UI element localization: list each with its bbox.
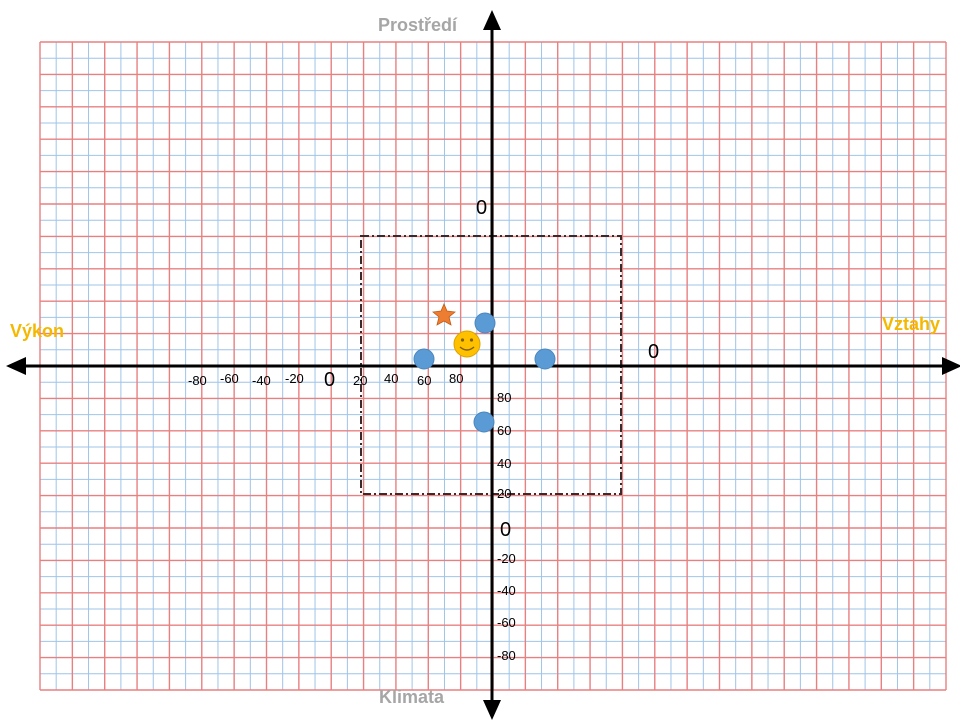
smiley-icon — [453, 330, 481, 358]
marker-dot-lower — [473, 411, 495, 433]
zero-label-right: 0 — [648, 341, 659, 363]
v-tick-label: 60 — [497, 423, 511, 438]
v-tick-label: -60 — [497, 615, 516, 630]
h-tick-label: -20 — [285, 371, 304, 386]
markers — [413, 302, 556, 433]
h-tick-label: 60 — [417, 373, 431, 388]
arrow-right-icon — [942, 357, 960, 375]
h-tick-label: 40 — [384, 371, 398, 386]
marker-dot-upper — [474, 312, 496, 334]
h-tick-label: 80 — [449, 371, 463, 386]
v-tick-label: 20 — [497, 486, 511, 501]
v-tick-label: -40 — [497, 583, 516, 598]
v-tick-label-zero: 0 — [500, 519, 511, 541]
h-tick-label: -60 — [220, 371, 239, 386]
h-tick-label: -80 — [188, 373, 207, 388]
axis-title-bottom: Klimata — [379, 687, 445, 707]
v-tick-label: 40 — [497, 456, 511, 471]
h-tick-label: 20 — [353, 373, 367, 388]
marker-dot-right — [534, 348, 556, 370]
star-icon — [432, 302, 456, 326]
v-tick-label: 80 — [497, 390, 511, 405]
arrow-left-icon — [6, 357, 26, 375]
axis-title-left: Výkon — [10, 321, 64, 341]
axis-title-top: Prostředí — [378, 15, 458, 35]
horizontal-tick-labels: -80 -60 -40 -20 0 20 40 60 80 — [188, 369, 463, 391]
arrow-down-icon — [483, 700, 501, 720]
v-tick-label: -20 — [497, 551, 516, 566]
zero-label-top: 0 — [476, 197, 487, 219]
marker-dot-left — [413, 348, 435, 370]
axes — [6, 10, 960, 720]
arrow-up-icon — [483, 10, 501, 30]
h-tick-label: -40 — [252, 373, 271, 388]
vertical-tick-labels: 80 60 40 20 0 -20 -40 -60 -80 — [497, 390, 516, 663]
h-tick-label-zero: 0 — [324, 369, 335, 391]
axis-title-right: Vztahy — [882, 314, 940, 334]
v-tick-label: -80 — [497, 648, 516, 663]
